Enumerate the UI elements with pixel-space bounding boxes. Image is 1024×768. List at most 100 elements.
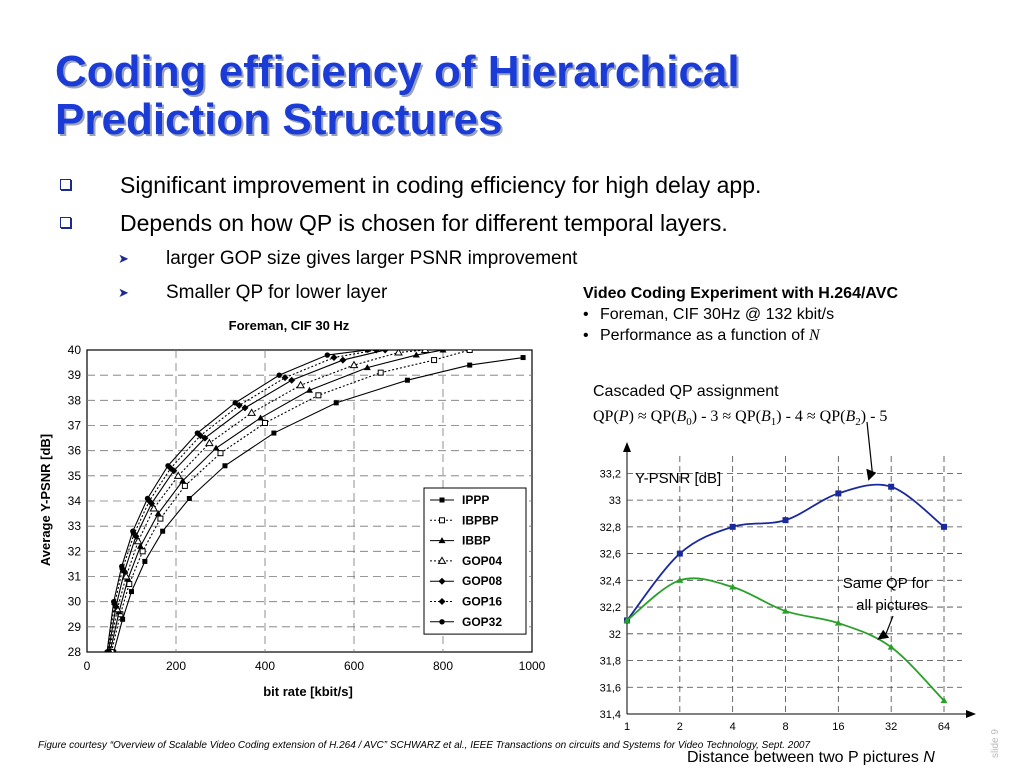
experiment-info: Video Coding Experiment with H.264/AVC •… bbox=[583, 283, 1003, 346]
psnr-bitrate-chart: Foreman, CIF 30 Hz 28 29 30 31 32 33 34 35 36 37 3… bbox=[38, 318, 546, 699]
data-point bbox=[439, 619, 445, 625]
y-tick-label: 38 bbox=[68, 393, 82, 407]
data-point bbox=[129, 589, 134, 595]
y-tick-label: 30 bbox=[68, 595, 82, 609]
data-point bbox=[196, 432, 204, 440]
data-point bbox=[438, 598, 446, 605]
data-point bbox=[887, 643, 895, 650]
qp-distance-chart: Cascaded QP assignment QP(P) ≈ QP(B0) - … bbox=[593, 383, 976, 765]
bullet-item: Significant improvement in coding effici… bbox=[60, 170, 960, 208]
data-point bbox=[676, 550, 683, 557]
formula-part: ) - 4 ≈ QP( bbox=[776, 408, 845, 425]
formula-part: ) ≈ QP( bbox=[629, 408, 677, 425]
data-point bbox=[940, 697, 948, 704]
series-line bbox=[109, 350, 444, 652]
sub-bullet-text: larger GOP size gives larger PSNR improv… bbox=[166, 248, 578, 269]
x-tick-label: 200 bbox=[166, 659, 186, 673]
x-tick-label: 32 bbox=[885, 721, 897, 733]
data-point bbox=[133, 536, 143, 545]
formula-var: P bbox=[618, 408, 629, 425]
data-point bbox=[104, 649, 110, 652]
data-point bbox=[181, 482, 188, 489]
data-point bbox=[676, 576, 684, 583]
y-tick-label: 33 bbox=[68, 519, 82, 533]
sub-bullet-text: Smaller QP for lower layer bbox=[166, 282, 388, 303]
data-point bbox=[136, 542, 144, 549]
data-point bbox=[111, 598, 117, 605]
data-point bbox=[315, 392, 322, 399]
data-point bbox=[130, 528, 136, 534]
data-point bbox=[149, 504, 159, 512]
x-tick-label: 8 bbox=[782, 721, 788, 733]
data-point bbox=[157, 515, 164, 522]
data-point bbox=[217, 450, 224, 457]
annotation-arrow bbox=[866, 421, 873, 473]
data-point bbox=[154, 510, 162, 517]
x-axis-label: Distance between two P pictures N bbox=[687, 749, 935, 765]
experiment-line-text: Performance as a function of bbox=[600, 327, 809, 344]
data-point bbox=[247, 408, 257, 416]
x-tick-label: 2 bbox=[677, 721, 683, 733]
data-point bbox=[262, 419, 268, 426]
experiment-line: • Foreman, CIF 30Hz @ 132 kbit/s bbox=[583, 304, 1003, 325]
y-tick-label: 31,4 bbox=[600, 709, 621, 721]
formula-var: B bbox=[761, 408, 771, 425]
x-tick-label: 16 bbox=[832, 721, 844, 733]
y-tick-label: 29 bbox=[68, 620, 82, 634]
bullet-text: Significant improvement in coding effici… bbox=[120, 172, 762, 198]
data-point bbox=[276, 372, 282, 378]
slide-title: Coding efficiency of Hierarchical Predic… bbox=[55, 47, 740, 144]
legend-label: IBPBP bbox=[462, 513, 499, 527]
y-tick-label: 37 bbox=[68, 419, 82, 433]
series-ibbp bbox=[108, 350, 447, 652]
data-point bbox=[438, 537, 446, 544]
legend-label: GOP04 bbox=[462, 554, 502, 568]
data-point bbox=[212, 444, 220, 451]
formula-var: B bbox=[676, 408, 686, 425]
experiment-line: • Performance as a function of N bbox=[583, 325, 1003, 346]
data-point bbox=[412, 351, 420, 358]
legend-label: IPPP bbox=[462, 493, 489, 507]
y-tick-label: 31 bbox=[68, 570, 82, 584]
x-axis-arrow-icon bbox=[966, 710, 976, 718]
data-point bbox=[381, 350, 389, 354]
x-axis-label-text: Distance between two P pictures bbox=[687, 749, 923, 765]
y-axis-arrow-icon bbox=[623, 442, 631, 452]
data-point bbox=[281, 374, 289, 382]
legend-label: GOP08 bbox=[462, 574, 502, 588]
data-point bbox=[241, 404, 249, 412]
bullet-list: Significant improvement in coding effici… bbox=[60, 170, 960, 314]
slide-number: slide 9 bbox=[990, 729, 1001, 758]
series-line bbox=[113, 357, 524, 652]
y-tick-label: 34 bbox=[68, 494, 82, 508]
data-point bbox=[941, 523, 947, 530]
data-point bbox=[466, 350, 473, 353]
experiment-n: N bbox=[809, 327, 820, 344]
y-tick-label: 40 bbox=[68, 343, 82, 357]
y-axis-label: Average Y-PSNR [dB] bbox=[38, 434, 53, 566]
data-point bbox=[364, 350, 371, 353]
data-point bbox=[782, 517, 789, 524]
arrow-bullet-icon: ➤ bbox=[118, 285, 129, 300]
data-point bbox=[324, 352, 330, 358]
data-point bbox=[232, 400, 238, 406]
series-gop32 bbox=[104, 350, 371, 652]
series-gop04 bbox=[106, 350, 430, 652]
data-point bbox=[623, 616, 631, 623]
data-point bbox=[271, 430, 277, 436]
formula-subscript: 2 bbox=[855, 416, 861, 428]
sub-bullet-item: ➤ Smaller QP for lower layer bbox=[118, 280, 960, 314]
legend-label: GOP32 bbox=[462, 615, 502, 629]
series-line bbox=[108, 350, 426, 652]
data-point bbox=[108, 649, 115, 652]
y-tick-label: 32,4 bbox=[600, 575, 621, 587]
data-point bbox=[160, 528, 166, 534]
data-point bbox=[729, 523, 736, 530]
bullet-item: Depends on how QP is chosen for differen… bbox=[60, 208, 960, 246]
y-tick-label: 32,8 bbox=[600, 522, 621, 534]
sub-bullet-item: ➤ larger GOP size gives larger PSNR impr… bbox=[118, 246, 960, 280]
y-tick-label: 32,6 bbox=[600, 549, 621, 561]
data-point bbox=[120, 616, 126, 622]
y-tick-label: 33 bbox=[609, 495, 621, 507]
legend-label: IBBP bbox=[462, 534, 491, 548]
